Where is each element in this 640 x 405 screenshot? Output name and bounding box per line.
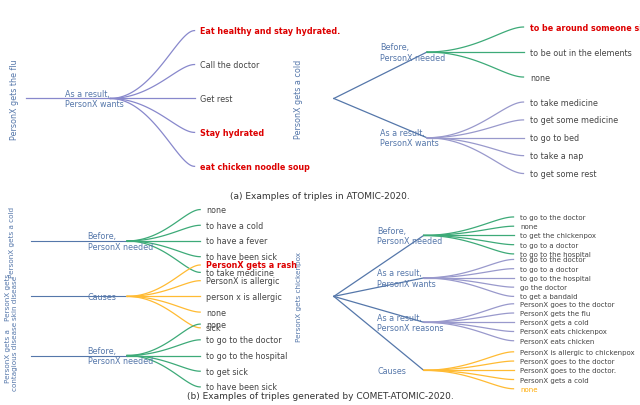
Text: to be around someone sick: to be around someone sick <box>530 23 640 32</box>
Text: PersonX goes to the doctor: PersonX goes to the doctor <box>520 358 614 364</box>
Text: to be out in the elements: to be out in the elements <box>530 49 632 58</box>
Text: to go to the doctor: to go to the doctor <box>206 335 282 345</box>
Text: to go to a doctor: to go to a doctor <box>520 242 579 248</box>
Text: to go to a doctor: to go to a doctor <box>520 266 579 272</box>
Text: Before,
PersonX needed: Before, PersonX needed <box>377 226 442 245</box>
Text: (b) Examples of triples generated by COMET-ATOMIC-2020.: (b) Examples of triples generated by COM… <box>187 391 453 401</box>
Text: PersonX gets a cold: PersonX gets a cold <box>294 60 303 139</box>
Text: Before,
PersonX needed: Before, PersonX needed <box>88 232 153 251</box>
Text: eat chicken noodle soup: eat chicken noodle soup <box>200 162 310 171</box>
Text: PersonX is allergic to chickenpox: PersonX is allergic to chickenpox <box>520 349 635 355</box>
Text: none: none <box>520 224 538 230</box>
Text: to have been sick: to have been sick <box>206 253 277 262</box>
Text: none: none <box>206 206 226 215</box>
Text: Causes: Causes <box>377 366 406 375</box>
Text: to go to the doctor: to go to the doctor <box>520 257 586 263</box>
Text: PersonX gets a cold: PersonX gets a cold <box>520 377 589 383</box>
Text: PersonX gets a rash: PersonX gets a rash <box>206 261 297 270</box>
Text: PersonX gets a
contagious disease: PersonX gets a contagious disease <box>5 321 18 390</box>
Text: to have a fever: to have a fever <box>206 237 267 246</box>
Text: to get sick: to get sick <box>206 367 248 376</box>
Text: As a result,
PersonX wants: As a result, PersonX wants <box>377 269 436 288</box>
Text: none: none <box>530 73 550 82</box>
Text: person x is allergic: person x is allergic <box>206 292 282 301</box>
Text: to go to the hospital: to go to the hospital <box>520 275 591 281</box>
Text: none: none <box>520 386 538 392</box>
Text: to go to the hospital: to go to the hospital <box>520 251 591 257</box>
Text: PersonX gets chickenpox: PersonX gets chickenpox <box>296 252 302 341</box>
Text: (a) Examples of triples in ATOMIC-2020.: (a) Examples of triples in ATOMIC-2020. <box>230 192 410 200</box>
Text: PersonX is allergic: PersonX is allergic <box>206 277 279 286</box>
Text: none: none <box>206 320 226 329</box>
Text: PersonX gets the flu: PersonX gets the flu <box>10 59 19 139</box>
Text: PersonX gets the flu: PersonX gets the flu <box>520 310 591 316</box>
Text: to go to the doctor: to go to the doctor <box>520 214 586 220</box>
Text: to get a bandaid: to get a bandaid <box>520 294 578 300</box>
Text: PersonX goes to the doctor: PersonX goes to the doctor <box>520 301 614 307</box>
Text: Eat healthy and stay hydrated.: Eat healthy and stay hydrated. <box>200 27 340 36</box>
Text: to take a nap: to take a nap <box>530 152 584 161</box>
Text: to have been sick: to have been sick <box>206 382 277 392</box>
Text: As a result,
PersonX reasons: As a result, PersonX reasons <box>377 313 444 332</box>
Text: none: none <box>206 308 226 317</box>
Text: As a result,
PersonX wants: As a result, PersonX wants <box>380 129 439 148</box>
Text: to take medicine: to take medicine <box>206 268 274 277</box>
Text: Causes: Causes <box>88 292 116 301</box>
Text: As a result,
PersonX wants: As a result, PersonX wants <box>65 90 124 109</box>
Text: to go to bed: to go to bed <box>530 134 579 143</box>
Text: to take medicine: to take medicine <box>530 98 598 107</box>
Text: Before,
PersonX needed: Before, PersonX needed <box>380 43 445 62</box>
Text: to get some rest: to get some rest <box>530 170 596 179</box>
Text: PersonX gets a cold: PersonX gets a cold <box>520 320 589 326</box>
Text: Get rest: Get rest <box>200 95 232 104</box>
Text: PersonX eats chickenpox: PersonX eats chickenpox <box>520 329 607 335</box>
Text: to go to the hospital: to go to the hospital <box>206 351 287 360</box>
Text: Before,
PersonX needed: Before, PersonX needed <box>88 346 153 365</box>
Text: PersonX gets
skin disease: PersonX gets skin disease <box>5 273 18 320</box>
Text: sick: sick <box>206 324 221 333</box>
Text: PersonX gets a cold: PersonX gets a cold <box>8 206 15 277</box>
Text: go the doctor: go the doctor <box>520 284 567 290</box>
Text: to have a cold: to have a cold <box>206 221 263 230</box>
Text: to get the chickenpox: to get the chickenpox <box>520 233 596 239</box>
Text: to get some medicine: to get some medicine <box>530 116 618 125</box>
Text: PersonX eats chicken: PersonX eats chicken <box>520 338 595 344</box>
Text: Stay hydrated: Stay hydrated <box>200 129 264 138</box>
Text: Call the doctor: Call the doctor <box>200 61 260 70</box>
Text: PersonX goes to the doctor.: PersonX goes to the doctor. <box>520 367 616 373</box>
